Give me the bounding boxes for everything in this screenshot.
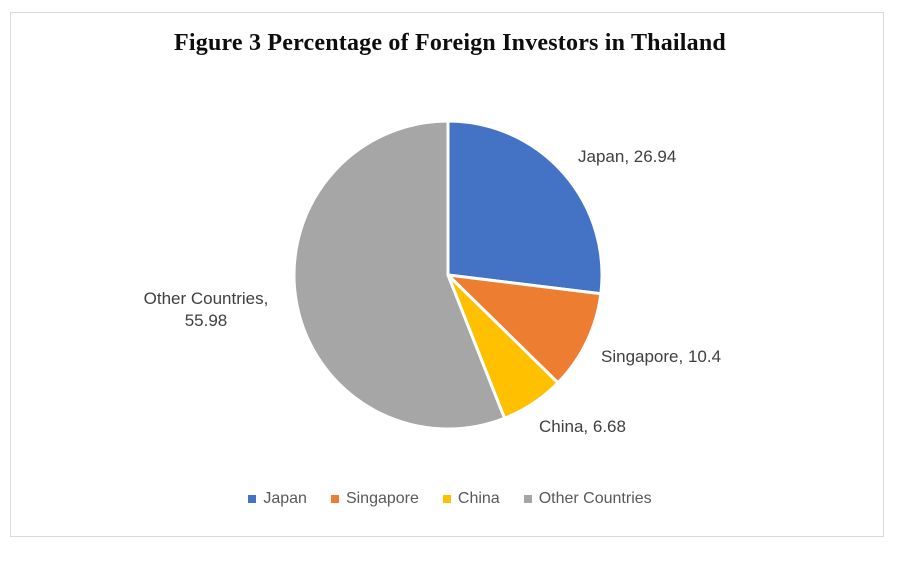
legend-swatch-other-countries xyxy=(523,495,532,503)
pie-slice-singapore xyxy=(446,273,603,385)
legend-item-japan: Japan xyxy=(248,490,307,508)
data-label-other-countries-line2: 55.98 xyxy=(184,311,228,330)
legend-swatch-singapore xyxy=(330,495,339,503)
data-label-japan: Japan, 26.94 xyxy=(578,147,677,166)
chart-legend: Japan Singapore China Other Countries xyxy=(0,490,900,508)
chart-title: Figure 3 Percentage of Foreign Investors… xyxy=(174,30,726,56)
data-label-other-countries-line1: Other Countries, xyxy=(143,289,269,308)
legend-item-china: China xyxy=(442,490,500,508)
legend-label-other-countries: Other Countries xyxy=(538,490,652,507)
pie-chart xyxy=(292,119,604,431)
data-label-other-countries: Other Countries, 55.98 xyxy=(118,288,294,332)
legend-item-singapore: Singapore xyxy=(330,490,419,508)
legend-label-singapore: Singapore xyxy=(345,490,419,507)
pie-slice-japan xyxy=(446,119,604,296)
legend-label-china: China xyxy=(457,490,500,507)
legend-label-japan: Japan xyxy=(263,490,307,507)
pie-slice-other-countries xyxy=(292,119,507,431)
data-label-singapore: Singapore, 10.4 xyxy=(601,347,722,366)
legend-swatch-china xyxy=(442,495,451,503)
legend-swatch-japan xyxy=(248,495,257,503)
legend-item-other-countries: Other Countries xyxy=(523,490,652,508)
data-label-china: China, 6.68 xyxy=(539,417,626,436)
